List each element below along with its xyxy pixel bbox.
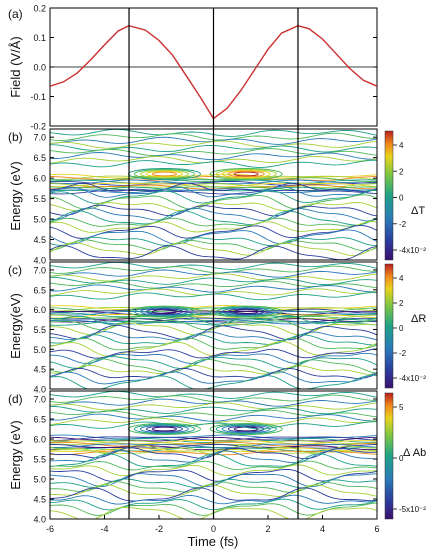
y-tick-label: 4.0 xyxy=(33,515,46,525)
colorbar-tick-label: -2 xyxy=(399,349,407,358)
colorbar-tick-label: 0 xyxy=(399,194,404,203)
peak-contour xyxy=(139,424,189,434)
peak-contour xyxy=(233,309,259,315)
panel-b: (b) Energy (eV) 7.0 6.5 6.0 5.5 5.0 4.5 4.0 4 2… xyxy=(8,128,426,266)
y-tick-label: 4.5 xyxy=(33,235,46,245)
panel-d-ticks: 7.0 6.5 6.0 5.5 5.0 4.5 4.0 xyxy=(33,395,377,525)
panel-label-b: (b) xyxy=(8,130,23,144)
panel-label-a: (a) xyxy=(8,7,23,21)
peak-contour xyxy=(233,171,259,177)
x-tick-label: 2 xyxy=(265,524,270,534)
peak-contour xyxy=(215,423,277,435)
peak-contour xyxy=(209,168,283,181)
peak-contour xyxy=(227,170,265,178)
y-tick-label: 7.0 xyxy=(33,265,46,275)
y-tick-label: 4.0 xyxy=(33,385,46,395)
colorbar-d xyxy=(384,392,394,520)
colorbar-d-ticks: 5 0 -5x10⁻² xyxy=(393,403,426,514)
panel-a: (a) Field (V/Å) 0.2 0.1 0.0 -0.1 -0.2 xyxy=(8,4,378,132)
y-tick-label: 5.0 xyxy=(33,475,46,485)
energy-axis-label-b: Energy (eV) xyxy=(8,161,23,230)
panel-c-ticks: 7.0 6.5 6.0 5.5 5.0 4.5 4.0 xyxy=(33,265,377,395)
y-tick-label: 4.5 xyxy=(33,495,46,505)
colorbar-b xyxy=(384,130,394,261)
x-tick-label: -2 xyxy=(155,524,163,534)
peak-contour xyxy=(151,309,177,315)
y-tick-label-a: 0.1 xyxy=(33,33,46,43)
y-tick-label: 6.0 xyxy=(33,435,46,445)
y-tick-label: 7.0 xyxy=(33,133,46,143)
energy-axis-label-d: Energy (eV) xyxy=(8,420,23,489)
peak-contour xyxy=(151,426,177,432)
colorbar-c-ticks: 4 2 0 -2 -4x10⁻² xyxy=(393,274,426,383)
colorbar-tick-label: 5 xyxy=(399,403,404,412)
peak-contour xyxy=(215,306,277,317)
colorbar-tick-label: 0 xyxy=(399,454,404,463)
colorbar-d-label: Δ Ab xyxy=(403,447,426,459)
x-axis-label: Time (fs) xyxy=(188,534,239,549)
colorbar-tick-label: 0 xyxy=(399,324,404,333)
peak-contour xyxy=(209,423,283,435)
y-tick-label-a: -0.1 xyxy=(30,92,46,102)
y-tick-label: 6.5 xyxy=(33,285,46,295)
peak-contour xyxy=(221,424,271,434)
energy-axis-label-c: Energy(eV) xyxy=(8,293,23,359)
y-tick-label: 4.0 xyxy=(33,256,46,266)
x-tick-label: 6 xyxy=(374,524,379,534)
colorbar-tick-label: 2 xyxy=(399,167,404,176)
x-axis-ticks: -6 -4 -2 0 2 4 6 xyxy=(46,515,380,534)
peak-contour xyxy=(221,307,271,316)
y-tick-label: 5.5 xyxy=(33,325,46,335)
peak-contour xyxy=(133,306,195,317)
colorbar-tick-label: 4 xyxy=(399,274,404,283)
colorbar-b-ticks: 4 2 0 -2 -4x10⁻² xyxy=(393,141,426,255)
y-tick-label: 6.5 xyxy=(33,415,46,425)
peak-contour xyxy=(139,307,189,316)
panel-label-c: (c) xyxy=(8,263,22,277)
y-tick-label: 6.0 xyxy=(33,305,46,315)
time-marker-lines xyxy=(128,8,299,519)
y-tick-label-a: 0.2 xyxy=(33,4,46,14)
y-tick-label: 5.5 xyxy=(33,194,46,204)
panel-c: (c) Energy(eV) 7.0 6.5 6.0 5.5 5.0 4.5 4.0 4 2 0… xyxy=(8,261,426,395)
y-tick-label: 6.5 xyxy=(33,153,46,163)
y-tick-label-a: -0.2 xyxy=(30,122,46,132)
peak-contour xyxy=(215,168,277,180)
y-tick-label: 4.5 xyxy=(33,365,46,375)
colorbar-b-label: ΔT xyxy=(411,205,425,217)
peak-contour xyxy=(151,171,177,177)
x-tick-label: -4 xyxy=(100,524,108,534)
y-tick-label: 7.0 xyxy=(33,395,46,405)
y-tick-label-a: 0.0 xyxy=(33,63,46,73)
peak-contour xyxy=(227,308,265,315)
field-axis-label: Field (V/Å) xyxy=(8,36,23,97)
peak-contour xyxy=(145,308,183,315)
y-tick-label: 5.5 xyxy=(33,455,46,465)
colorbar-c xyxy=(384,263,394,389)
peak-contour xyxy=(209,305,283,318)
y-tick-label: 5.0 xyxy=(33,345,46,355)
x-tick-label: 4 xyxy=(320,524,325,534)
colorbar-c-label: ΔR xyxy=(411,313,426,325)
colorbar-tick-label: 4 xyxy=(399,141,404,150)
colorbar-tick-label: -4x10⁻² xyxy=(399,374,426,383)
colorbar-tick-label: -4x10⁻² xyxy=(399,246,426,255)
panel-b-ticks: 7.0 6.5 6.0 5.5 5.0 4.5 4.0 xyxy=(33,133,377,266)
x-tick-label: 0 xyxy=(211,524,216,534)
y-tick-label: 6.0 xyxy=(33,174,46,184)
y-tick-label: 5.0 xyxy=(33,215,46,225)
peak-contour xyxy=(139,169,189,179)
panel-d: (d) Energy (eV) 7.0 6.5 6.0 5.5 5.0 4.5 4.0 5 0… xyxy=(8,390,426,525)
colorbar-tick-label: -2 xyxy=(399,220,407,229)
panel-label-d: (d) xyxy=(8,392,23,406)
peak-contour xyxy=(145,170,183,178)
peak-contour xyxy=(221,169,271,179)
colorbar-tick-label: 2 xyxy=(399,299,404,308)
colorbar-tick-label: -5x10⁻² xyxy=(399,505,426,514)
x-tick-label: -6 xyxy=(46,524,54,534)
peak-contour xyxy=(133,168,195,180)
peak-contour xyxy=(145,425,183,433)
